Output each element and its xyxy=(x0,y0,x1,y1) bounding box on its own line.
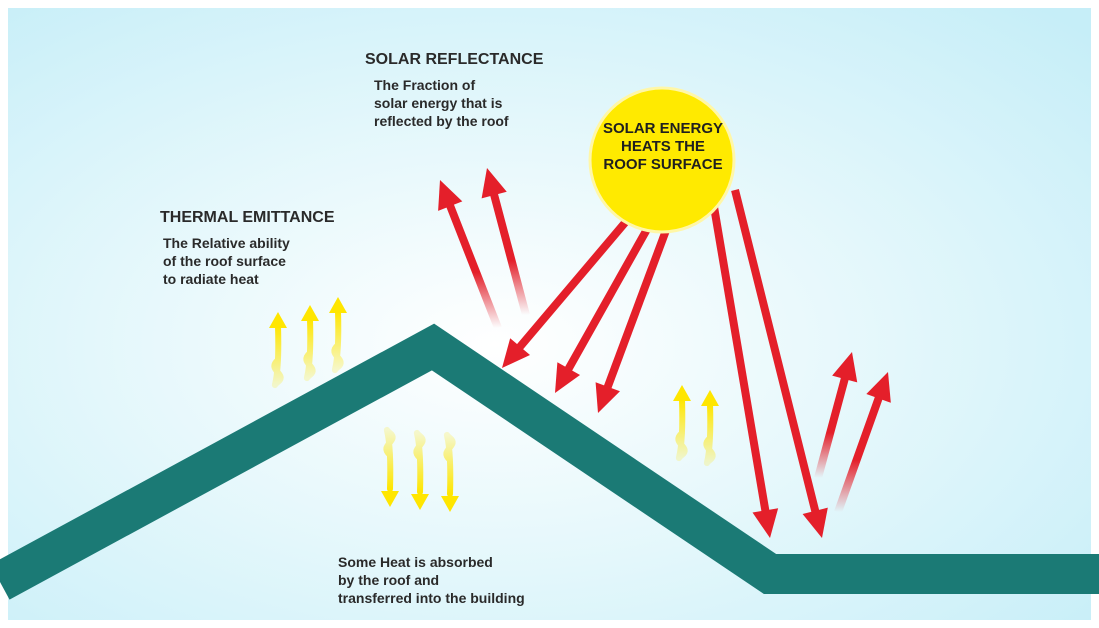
absorbed-line: Some Heat is absorbed xyxy=(338,554,493,570)
solar-reflectance-line: reflected by the roof xyxy=(374,113,509,129)
thermal-emittance-line: to radiate heat xyxy=(163,271,259,287)
heat-wave xyxy=(446,435,452,494)
heat-wave xyxy=(334,311,340,370)
sun-line: ROOF SURFACE xyxy=(603,156,722,173)
heat-wave xyxy=(306,319,312,378)
thermal-emittance-line: of the roof surface xyxy=(163,253,286,269)
sun-line: HEATS THE xyxy=(621,138,705,155)
solar-reflectance-line: solar energy that is xyxy=(374,95,503,111)
thermal-emittance-title: THERMAL EMITTANCE xyxy=(160,209,335,226)
heat-wave xyxy=(416,433,422,492)
absorbed-line: by the roof and xyxy=(338,572,439,588)
solar-reflectance-line: The Fraction of xyxy=(374,77,475,93)
thermal-emittance-line: The Relative ability xyxy=(163,235,290,251)
sun-line: SOLAR ENERGY xyxy=(603,120,723,137)
heat-wave xyxy=(706,404,712,463)
heat-wave xyxy=(678,399,684,458)
absorbed-line: transferred into the building xyxy=(338,590,525,606)
solar-reflectance-title: SOLAR REFLECTANCE xyxy=(365,51,544,68)
heat-wave xyxy=(386,430,392,489)
diagram: SOLAR REFLECTANCE The Fraction of solar … xyxy=(0,0,1099,628)
heat-wave xyxy=(274,326,280,385)
